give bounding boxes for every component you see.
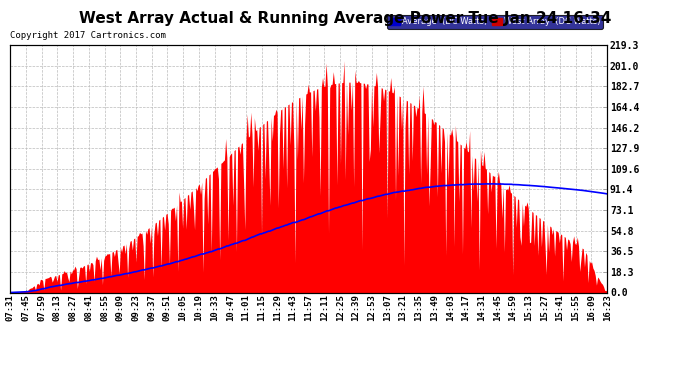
Text: Copyright 2017 Cartronics.com: Copyright 2017 Cartronics.com [10, 31, 166, 40]
Legend: Average  (DC Watts), West Array  (DC Watts): Average (DC Watts), West Array (DC Watts… [387, 15, 603, 28]
Text: West Array Actual & Running Average Power Tue Jan 24 16:34: West Array Actual & Running Average Powe… [79, 11, 611, 26]
